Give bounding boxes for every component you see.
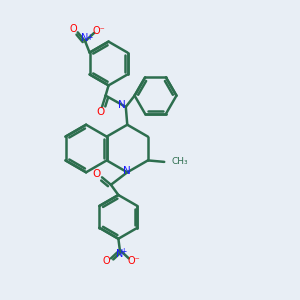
Text: O: O bbox=[92, 169, 101, 179]
Text: O⁻: O⁻ bbox=[127, 256, 140, 266]
Text: O⁻: O⁻ bbox=[92, 26, 105, 36]
Text: O: O bbox=[96, 107, 105, 117]
Text: +: + bbox=[86, 33, 92, 42]
Text: +: + bbox=[121, 247, 127, 256]
Text: N: N bbox=[123, 167, 131, 176]
Text: N: N bbox=[82, 33, 89, 43]
Text: O: O bbox=[102, 256, 110, 266]
Text: N: N bbox=[118, 100, 126, 110]
Text: CH₃: CH₃ bbox=[172, 158, 188, 166]
Text: O: O bbox=[70, 24, 77, 34]
Text: N: N bbox=[116, 249, 124, 259]
